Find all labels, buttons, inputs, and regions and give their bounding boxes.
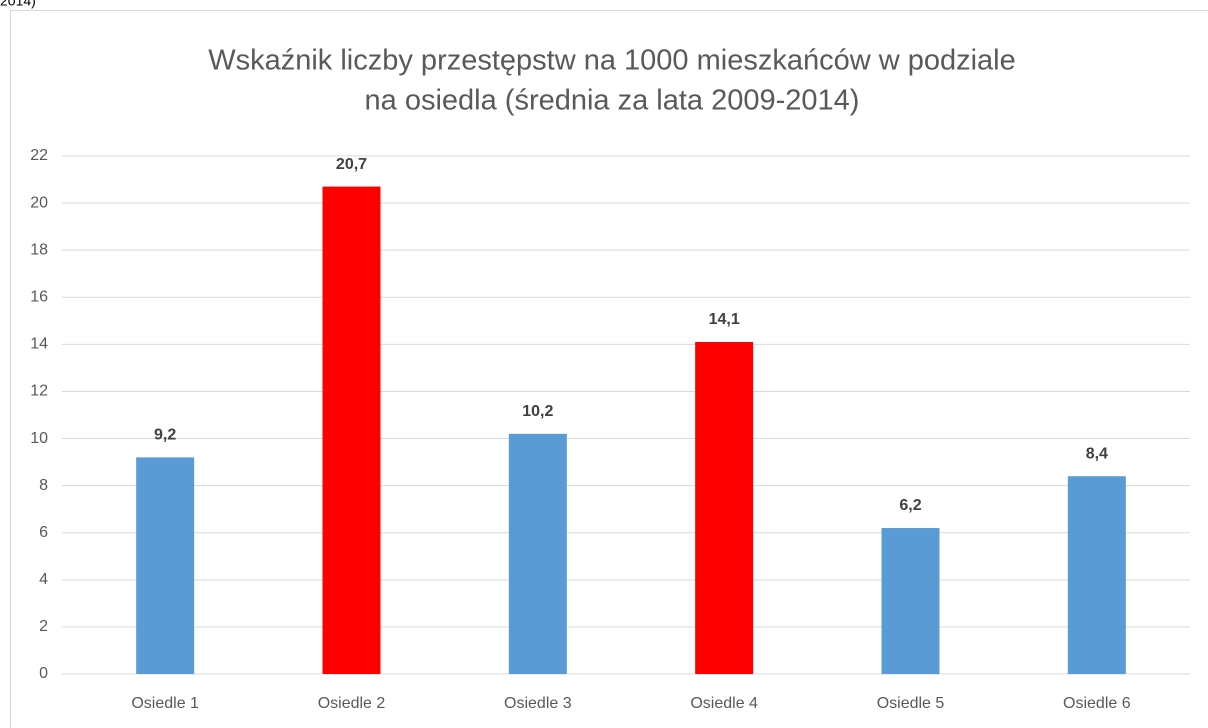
y-tick-label: 16 <box>30 288 48 305</box>
bar <box>136 457 195 674</box>
value-label: 10,2 <box>522 403 553 420</box>
y-tick-label: 18 <box>30 241 48 258</box>
y-tick-label: 12 <box>30 383 48 400</box>
value-label: 8,4 <box>1086 445 1108 462</box>
y-tick-label: 14 <box>30 336 48 353</box>
y-tick-label: 20 <box>30 194 48 211</box>
bar <box>695 342 754 674</box>
value-label: 6,2 <box>899 497 921 514</box>
x-tick-label: Osiedle 5 <box>877 695 945 712</box>
y-tick-label: 22 <box>30 147 48 164</box>
chart-title: Wskaźnik liczby przestępstw na 1000 mies… <box>208 45 1016 77</box>
x-tick-label: Osiedle 3 <box>504 695 572 712</box>
x-tick-label: Osiedle 1 <box>131 695 199 712</box>
y-tick-label: 8 <box>39 477 48 494</box>
value-label: 9,2 <box>154 427 176 444</box>
chart-frame <box>10 10 1208 728</box>
value-label: 14,1 <box>709 311 740 328</box>
chart-title: na osiedla (średnia za lata 2009-2014) <box>365 85 860 117</box>
bar <box>322 186 381 675</box>
bar <box>1067 476 1126 674</box>
y-tick-label: 10 <box>30 430 48 447</box>
y-tick-label: 2 <box>39 618 48 635</box>
x-tick-label: Osiedle 6 <box>1063 695 1131 712</box>
bar <box>508 433 567 674</box>
y-tick-label: 4 <box>39 571 48 588</box>
y-tick-label: 6 <box>39 524 48 541</box>
bar <box>881 528 940 674</box>
value-label: 20,7 <box>336 156 367 173</box>
y-tick-label: 0 <box>39 665 48 682</box>
x-tick-label: Osiedle 4 <box>690 695 758 712</box>
caption-fragment: 2014) <box>0 0 36 9</box>
x-tick-label: Osiedle 2 <box>318 695 386 712</box>
